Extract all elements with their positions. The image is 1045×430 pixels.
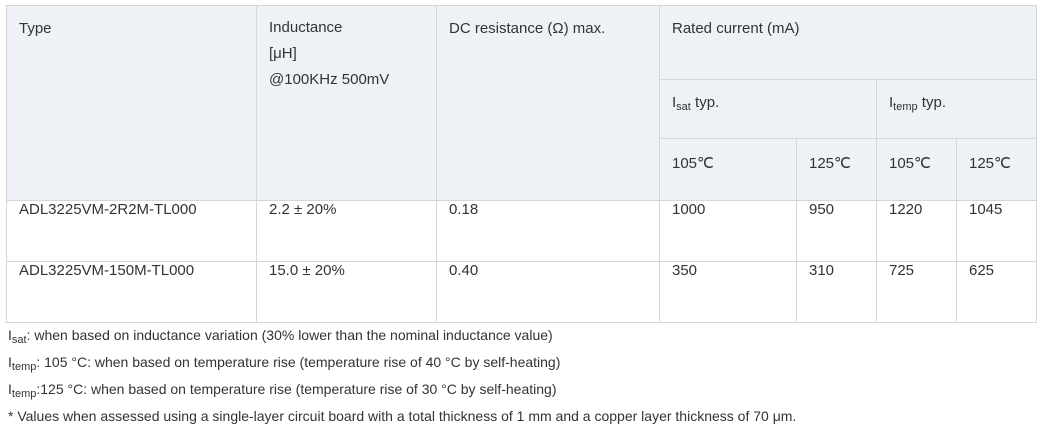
footnote-isat: Isat: when based on inductance variation… bbox=[8, 322, 796, 349]
cell-dc-resistance: 0.40 bbox=[436, 261, 660, 323]
header-itemp: Itemp typ. bbox=[875, 79, 1038, 139]
cell-inductance: 2.2 ± 20% bbox=[256, 200, 437, 262]
header-inductance-unit: [μH] bbox=[269, 45, 297, 62]
cell-inductance: 15.0 ± 20% bbox=[256, 261, 437, 323]
footnote-itemp-125-text: :125 °C: when based on temperature rise … bbox=[36, 381, 557, 397]
footnote-itemp-125: Itemp:125 °C: when based on temperature … bbox=[8, 376, 796, 403]
footnote-assessment: * Values when assessed using a single-la… bbox=[8, 408, 797, 424]
itemp-symbol: I bbox=[889, 94, 894, 111]
isat-subscript: sat bbox=[676, 101, 691, 113]
cell-type: ADL3225VM-2R2M-TL000 bbox=[6, 200, 257, 262]
header-isat: Isat typ. bbox=[659, 79, 877, 139]
header-inductance: Inductance [μH] @100KHz 500mV bbox=[256, 5, 437, 201]
header-inductance-label: Inductance bbox=[269, 19, 343, 36]
header-dc-resistance: DC resistance (Ω) max. bbox=[436, 5, 660, 201]
table-row: ADL3225VM-150M-TL000 15.0 ± 20% 0.40 350… bbox=[6, 261, 1038, 323]
header-itemp-125: 125℃ bbox=[955, 138, 1038, 201]
cell-itemp-105: 1220 bbox=[876, 200, 957, 262]
cell-itemp-125: 625 bbox=[955, 261, 1038, 323]
footnote-itemp-105-symbol: I bbox=[8, 354, 12, 370]
itemp-suffix: typ. bbox=[917, 94, 946, 111]
footnote-itemp-125-symbol: I bbox=[8, 381, 12, 397]
spec-table: Type Inductance [μH] @100KHz 500mV DC re… bbox=[6, 5, 1038, 323]
header-rated-current-label: Rated current (mA) bbox=[672, 20, 800, 37]
footnote-itemp-125-subscript: temp bbox=[11, 388, 37, 400]
header-type-label: Type bbox=[19, 20, 52, 37]
header-rated-current: Rated current (mA) bbox=[658, 5, 1038, 80]
cell-type: ADL3225VM-150M-TL000 bbox=[6, 261, 257, 323]
footnote-isat-text: : when based on inductance variation (30… bbox=[26, 327, 553, 343]
cell-isat-125: 950 bbox=[796, 200, 877, 262]
cell-itemp-125: 1045 bbox=[955, 200, 1038, 262]
itemp-subscript: temp bbox=[893, 101, 918, 113]
cell-dc-resistance: 0.18 bbox=[436, 200, 660, 262]
header-inductance-condition: @100KHz 500mV bbox=[269, 71, 390, 88]
footnote-isat-symbol: I bbox=[8, 327, 12, 343]
isat-symbol: I bbox=[672, 94, 677, 111]
header-isat-125: 125℃ bbox=[796, 138, 877, 201]
footnote-itemp-105-subscript: temp bbox=[11, 361, 37, 373]
table-row: ADL3225VM-2R2M-TL000 2.2 ± 20% 0.18 1000… bbox=[6, 200, 1038, 262]
header-isat-105: 105℃ bbox=[659, 138, 797, 201]
header-itemp-105: 105℃ bbox=[876, 138, 957, 201]
cell-isat-125: 310 bbox=[796, 261, 877, 323]
footnote-itemp-105: Itemp: 105 °C: when based on temperature… bbox=[8, 349, 796, 376]
header-dc-resistance-label: DC resistance (Ω) max. bbox=[449, 20, 606, 37]
cell-isat-105: 1000 bbox=[659, 200, 797, 262]
footnotes: Isat: when based on inductance variation… bbox=[8, 322, 796, 430]
footnote-itemp-105-text: : 105 °C: when based on temperature rise… bbox=[36, 354, 561, 370]
cell-itemp-105: 725 bbox=[876, 261, 957, 323]
cell-isat-105: 350 bbox=[659, 261, 797, 323]
isat-suffix: typ. bbox=[690, 94, 720, 111]
footnote-isat-subscript: sat bbox=[11, 334, 27, 346]
header-type: Type bbox=[6, 5, 257, 201]
